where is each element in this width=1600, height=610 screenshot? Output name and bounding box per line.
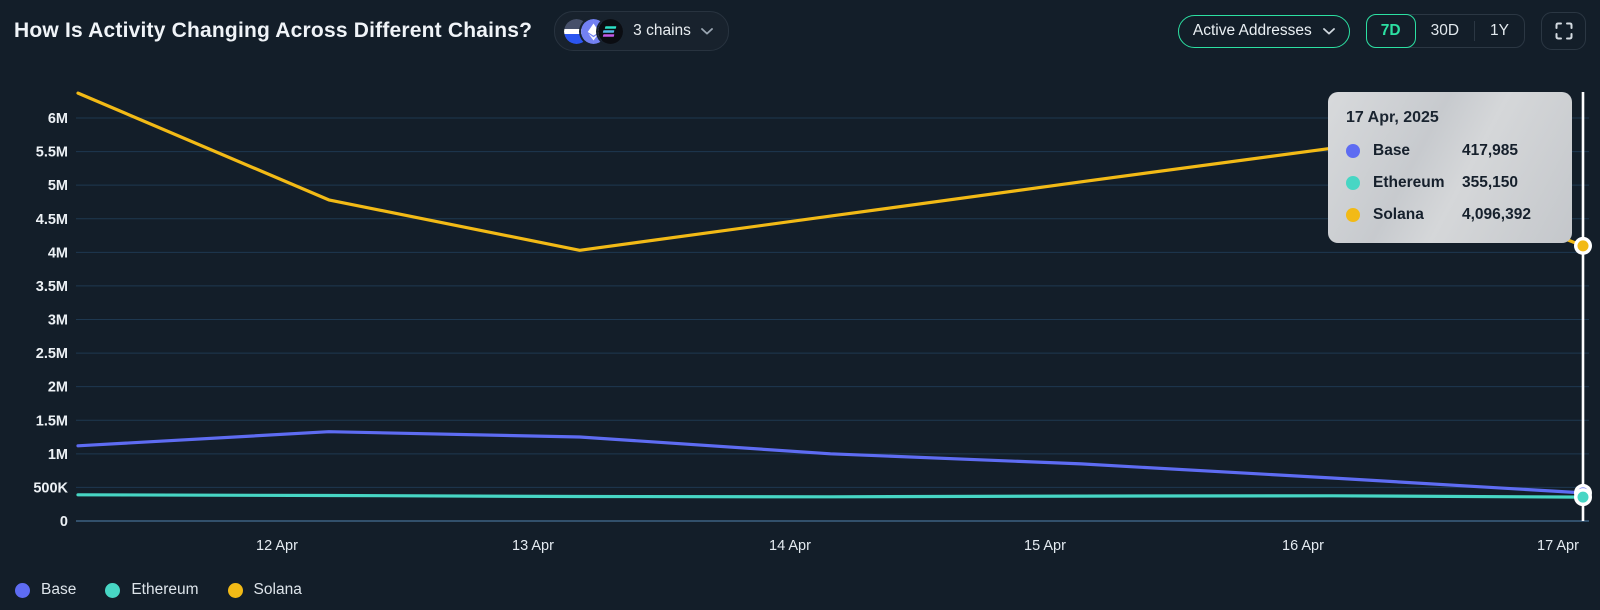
- chart-legend: Base Ethereum Solana: [15, 581, 302, 599]
- time-range-tabs: 7D 30D 1Y: [1365, 14, 1525, 48]
- tooltip-row-base: Base 417,985: [1346, 135, 1558, 167]
- svg-text:15 Apr: 15 Apr: [1024, 538, 1066, 554]
- fullscreen-button[interactable]: [1541, 12, 1586, 50]
- svg-text:16 Apr: 16 Apr: [1282, 538, 1324, 554]
- chevron-down-icon: [700, 27, 713, 34]
- svg-text:0: 0: [60, 514, 68, 530]
- tooltip-series-value: 417,985: [1462, 142, 1519, 159]
- svg-text:13 Apr: 13 Apr: [512, 538, 554, 554]
- solana-series-dot: [1346, 208, 1360, 222]
- tooltip-date: 17 Apr, 2025: [1346, 109, 1439, 126]
- metric-selector-label: Active Addresses: [1192, 22, 1312, 39]
- widget-header: How Is Activity Changing Across Differen…: [0, 0, 1600, 62]
- svg-text:5.5M: 5.5M: [36, 145, 68, 161]
- legend-item-ethereum[interactable]: Ethereum: [105, 581, 199, 599]
- range-tab-1y[interactable]: 1Y: [1490, 22, 1509, 39]
- legend-label: Solana: [253, 581, 302, 598]
- metric-selector-dropdown[interactable]: Active Addresses: [1177, 14, 1350, 48]
- ethereum-series-dot: [1346, 176, 1360, 190]
- tooltip-row-ethereum: Ethereum 355,150: [1346, 167, 1558, 199]
- svg-text:4M: 4M: [48, 245, 68, 261]
- svg-text:2M: 2M: [48, 380, 68, 396]
- svg-text:14 Apr: 14 Apr: [769, 538, 811, 554]
- tooltip-series-name: Ethereum: [1373, 174, 1445, 191]
- page-title: How Is Activity Changing Across Differen…: [14, 19, 533, 42]
- legend-item-solana[interactable]: Solana: [227, 581, 302, 599]
- legend-label: Base: [41, 581, 77, 598]
- chart-tooltip: 17 Apr, 2025 Base 417,985 Ethereum 355,1…: [1328, 92, 1572, 243]
- chain-icon-group: [564, 18, 624, 44]
- solana-series-dot: [227, 582, 243, 598]
- solana-chain-icon: [598, 18, 624, 44]
- tooltip-series-name: Solana: [1373, 206, 1424, 223]
- base-series-dot: [1346, 144, 1360, 158]
- tooltip-row-solana: Solana 4,096,392: [1346, 199, 1558, 231]
- svg-text:1.5M: 1.5M: [36, 413, 68, 429]
- chevron-down-icon: [1322, 27, 1335, 34]
- svg-text:2.5M: 2.5M: [36, 346, 68, 362]
- svg-text:17 Apr: 17 Apr: [1537, 538, 1579, 554]
- tooltip-series-value: 355,150: [1462, 174, 1519, 191]
- svg-text:3M: 3M: [48, 313, 68, 329]
- range-tab-7d[interactable]: 7D: [1365, 14, 1416, 48]
- svg-text:500K: 500K: [33, 480, 68, 496]
- base-series-dot: [15, 582, 30, 598]
- chain-selector-label: 3 chains: [633, 22, 691, 39]
- svg-text:12 Apr: 12 Apr: [256, 538, 298, 554]
- chain-selector-dropdown[interactable]: 3 chains: [554, 11, 729, 51]
- base-chain-icon: [564, 18, 590, 44]
- legend-label: Ethereum: [131, 581, 199, 598]
- svg-text:1M: 1M: [48, 447, 68, 463]
- svg-text:6M: 6M: [48, 111, 68, 127]
- range-tab-30d[interactable]: 30D: [1430, 22, 1460, 39]
- legend-item-base[interactable]: Base: [15, 581, 76, 599]
- tooltip-series-value: 4,096,392: [1462, 206, 1531, 223]
- svg-text:3.5M: 3.5M: [36, 279, 68, 295]
- svg-text:4.5M: 4.5M: [36, 212, 68, 228]
- ethereum-series-dot: [105, 582, 121, 598]
- header-controls: Active Addresses 7D 30D 1Y: [1177, 12, 1586, 50]
- expand-icon: [1555, 22, 1572, 40]
- svg-text:5M: 5M: [48, 178, 68, 194]
- range-tab-divider: [1474, 21, 1476, 41]
- tooltip-series-name: Base: [1373, 142, 1411, 159]
